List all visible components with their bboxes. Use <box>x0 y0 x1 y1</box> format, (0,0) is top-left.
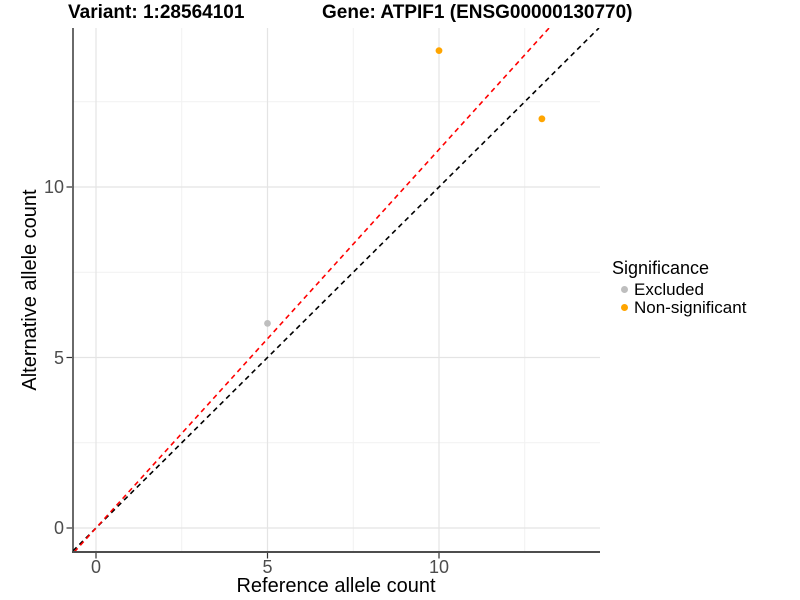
legend-item-label: Non-significant <box>634 297 747 317</box>
gene-title: Gene: ATPIF1 (ENSG00000130770) <box>322 2 633 23</box>
data-layer <box>73 28 600 552</box>
y-tick-label: 5 <box>53 347 64 368</box>
legend-title: Significance <box>612 258 710 278</box>
y-tick-label: 0 <box>53 518 64 538</box>
variant-title: Variant: 1:28564101 <box>68 2 245 23</box>
expected-ratio-line <box>73 28 550 552</box>
legend-item-excluded: Excluded <box>612 280 746 298</box>
data-point <box>435 47 443 54</box>
y-tick-label: 10 <box>43 177 64 197</box>
x-tick-label: 5 <box>262 557 273 577</box>
legend: Significance Excluded Non-significant <box>612 259 746 316</box>
excluded-point-icon <box>621 285 628 293</box>
x-tick-label: 0 <box>90 557 102 577</box>
data-point <box>538 115 546 123</box>
non-significant-point-icon <box>621 303 628 311</box>
data-point <box>264 320 271 327</box>
legend-item-non-significant: Non-significant <box>612 298 746 316</box>
x-axis-title: Reference allele count <box>236 575 436 597</box>
legend-item-label: Excluded <box>634 279 704 299</box>
identity-line <box>73 28 600 552</box>
x-tick-label: 10 <box>428 557 450 577</box>
